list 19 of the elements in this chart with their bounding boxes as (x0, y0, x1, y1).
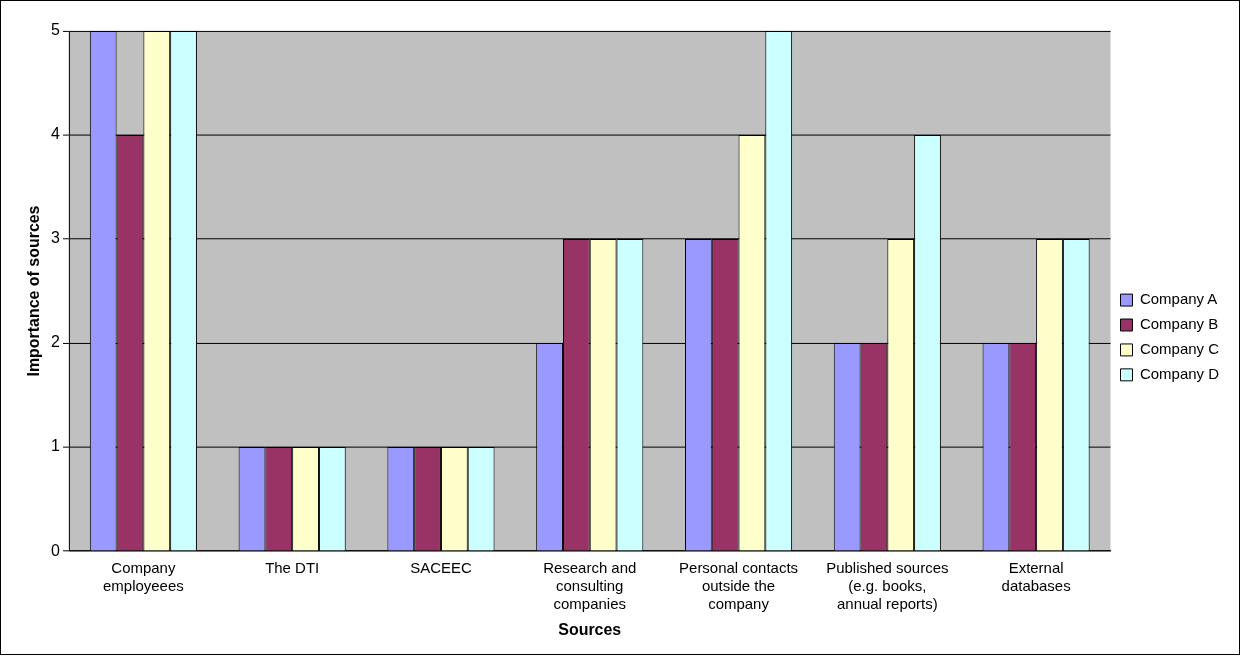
y-axis-title: Importance of sources (24, 205, 42, 377)
x-tick-label: The DTI (265, 559, 320, 577)
x-tick-label: Research and consulting companies (543, 559, 637, 613)
y-tick-label: 5 (51, 21, 61, 39)
y-tick-label: 4 (51, 125, 61, 143)
y-tick-label: 2 (51, 333, 61, 351)
x-axis-title: Sources (558, 620, 622, 638)
legend-label: Company B (1139, 315, 1219, 333)
y-tick-label: 0 (51, 541, 61, 559)
legend-label: Company C (1139, 340, 1220, 358)
y-tick-label: 1 (51, 437, 61, 455)
legend-label: Company D (1139, 364, 1220, 382)
x-tick-label: Company employeees (103, 559, 184, 595)
y-tick-label: 3 (51, 229, 61, 247)
x-tick-label: Personal contacts outside the company (679, 559, 799, 613)
x-tick-label: External databases (1001, 559, 1071, 595)
x-tick-label: SACEEC (410, 559, 472, 577)
x-tick-label: Published sources (e.g. books, annual reports) (826, 559, 949, 613)
legend-label: Company A (1139, 290, 1218, 308)
